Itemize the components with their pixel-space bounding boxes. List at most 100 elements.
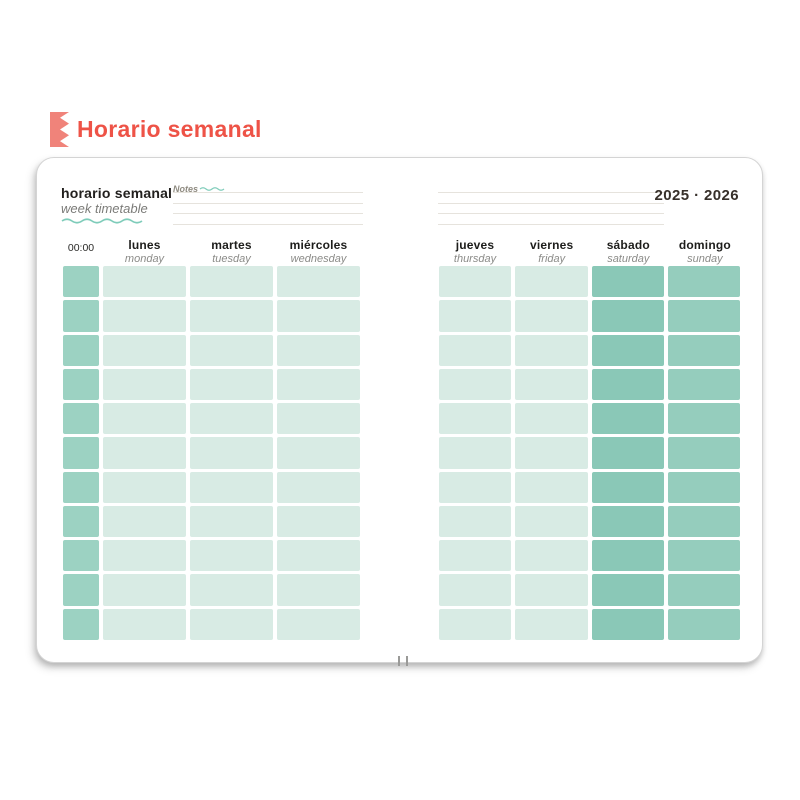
timetable-row bbox=[439, 300, 740, 332]
left-page-grid bbox=[63, 266, 360, 640]
tuesday-cell bbox=[190, 471, 273, 503]
day-name-es: viernes bbox=[529, 238, 574, 252]
tuesday-cell bbox=[190, 403, 273, 435]
notes-line bbox=[173, 223, 363, 225]
thursday-cell bbox=[439, 437, 512, 469]
squiggle-underline-icon bbox=[61, 218, 143, 224]
thursday-cell bbox=[439, 471, 512, 503]
monday-cell bbox=[103, 505, 186, 538]
tuesday-cell bbox=[190, 574, 273, 606]
sunday-cell bbox=[667, 368, 740, 401]
friday-cell bbox=[515, 368, 588, 401]
timetable-row bbox=[63, 437, 360, 469]
saturday-cell bbox=[591, 300, 664, 332]
time-slot-cell bbox=[63, 300, 99, 332]
day-header-lunes: lunes monday bbox=[95, 238, 195, 265]
thursday-cell bbox=[439, 608, 512, 640]
page-title: Horario semanal bbox=[77, 116, 262, 142]
tuesday-cell bbox=[190, 540, 273, 572]
wednesday-cell bbox=[277, 540, 360, 572]
timetable-row bbox=[439, 334, 740, 366]
time-slot-cell bbox=[63, 608, 99, 640]
day-header-viernes: viernes friday bbox=[502, 238, 602, 265]
day-name-en: thursday bbox=[453, 253, 497, 265]
time-slot-cell bbox=[63, 505, 99, 538]
timetable-row bbox=[63, 266, 360, 298]
day-name-es: lunes bbox=[128, 238, 161, 252]
wednesday-cell bbox=[277, 471, 360, 503]
timetable-row bbox=[63, 334, 360, 366]
day-header-martes: martes tuesday bbox=[182, 238, 282, 265]
friday-cell bbox=[515, 266, 588, 298]
tuesday-cell bbox=[190, 608, 273, 640]
saturday-cell bbox=[591, 540, 664, 572]
notes-line bbox=[438, 192, 664, 193]
sunday-cell bbox=[667, 437, 740, 469]
tuesday-cell bbox=[190, 300, 273, 332]
monday-cell bbox=[103, 403, 186, 435]
friday-cell bbox=[515, 437, 588, 469]
sunday-cell bbox=[667, 403, 740, 435]
timetable-row bbox=[63, 540, 360, 572]
sunday-cell bbox=[667, 540, 740, 572]
day-name-es: domingo bbox=[678, 238, 731, 252]
notes-line bbox=[438, 213, 664, 214]
notes-line bbox=[173, 213, 363, 214]
time-slot-cell bbox=[63, 471, 99, 503]
wednesday-cell bbox=[277, 300, 360, 332]
timetable-row bbox=[439, 574, 740, 606]
binding-tick bbox=[406, 656, 408, 666]
time-slot-cell bbox=[63, 368, 99, 401]
wednesday-cell bbox=[277, 334, 360, 366]
timetable-row bbox=[63, 403, 360, 435]
time-slot-cell bbox=[63, 334, 99, 366]
timetable-row bbox=[439, 437, 740, 469]
notes-line bbox=[438, 223, 664, 225]
notes-squiggle-icon bbox=[199, 187, 225, 191]
wednesday-cell bbox=[277, 574, 360, 606]
sunday-cell bbox=[667, 608, 740, 640]
timetable-row bbox=[439, 608, 740, 640]
day-header-jueves: jueves thursday bbox=[425, 238, 525, 265]
day-name-es: martes bbox=[211, 238, 252, 252]
bookmark-icon bbox=[50, 112, 69, 147]
day-name-es: jueves bbox=[455, 238, 495, 252]
day-name-en: sunday bbox=[687, 253, 723, 265]
tuesday-cell bbox=[190, 334, 273, 366]
wednesday-cell bbox=[277, 505, 360, 538]
tuesday-cell bbox=[190, 368, 273, 401]
time-label: 00:00 bbox=[67, 242, 95, 254]
wednesday-cell bbox=[277, 368, 360, 401]
sunday-cell bbox=[667, 505, 740, 538]
timetable-row bbox=[439, 540, 740, 572]
monday-cell bbox=[103, 368, 186, 401]
saturday-cell bbox=[591, 437, 664, 469]
friday-cell bbox=[515, 471, 588, 503]
day-name-en: saturday bbox=[607, 253, 650, 265]
saturday-cell bbox=[591, 266, 664, 298]
monday-cell bbox=[103, 608, 186, 640]
friday-cell bbox=[515, 505, 588, 538]
day-header-sabado: sábado saturday bbox=[578, 238, 678, 265]
timetable-row bbox=[63, 608, 360, 640]
friday-cell bbox=[515, 540, 588, 572]
tuesday-cell bbox=[190, 266, 273, 298]
thursday-cell bbox=[439, 540, 512, 572]
sunday-cell bbox=[667, 334, 740, 366]
year-range: 2025 · 2026 bbox=[654, 187, 739, 204]
notes-label: Notes bbox=[173, 184, 199, 194]
day-name-es: miércoles bbox=[289, 238, 348, 252]
notes-line bbox=[173, 192, 363, 193]
time-slot-cell bbox=[63, 437, 99, 469]
day-header-domingo: domingo sunday bbox=[655, 238, 755, 265]
tuesday-cell bbox=[190, 437, 273, 469]
time-slot-cell bbox=[63, 540, 99, 572]
timetable-row bbox=[63, 574, 360, 606]
monday-cell bbox=[103, 300, 186, 332]
day-name-en: tuesday bbox=[212, 253, 251, 265]
notebook-spread: horario semanal week timetable Notes 202… bbox=[36, 157, 763, 666]
day-name-en: wednesday bbox=[290, 253, 347, 265]
timetable-row bbox=[63, 505, 360, 538]
wednesday-cell bbox=[277, 403, 360, 435]
thursday-cell bbox=[439, 403, 512, 435]
